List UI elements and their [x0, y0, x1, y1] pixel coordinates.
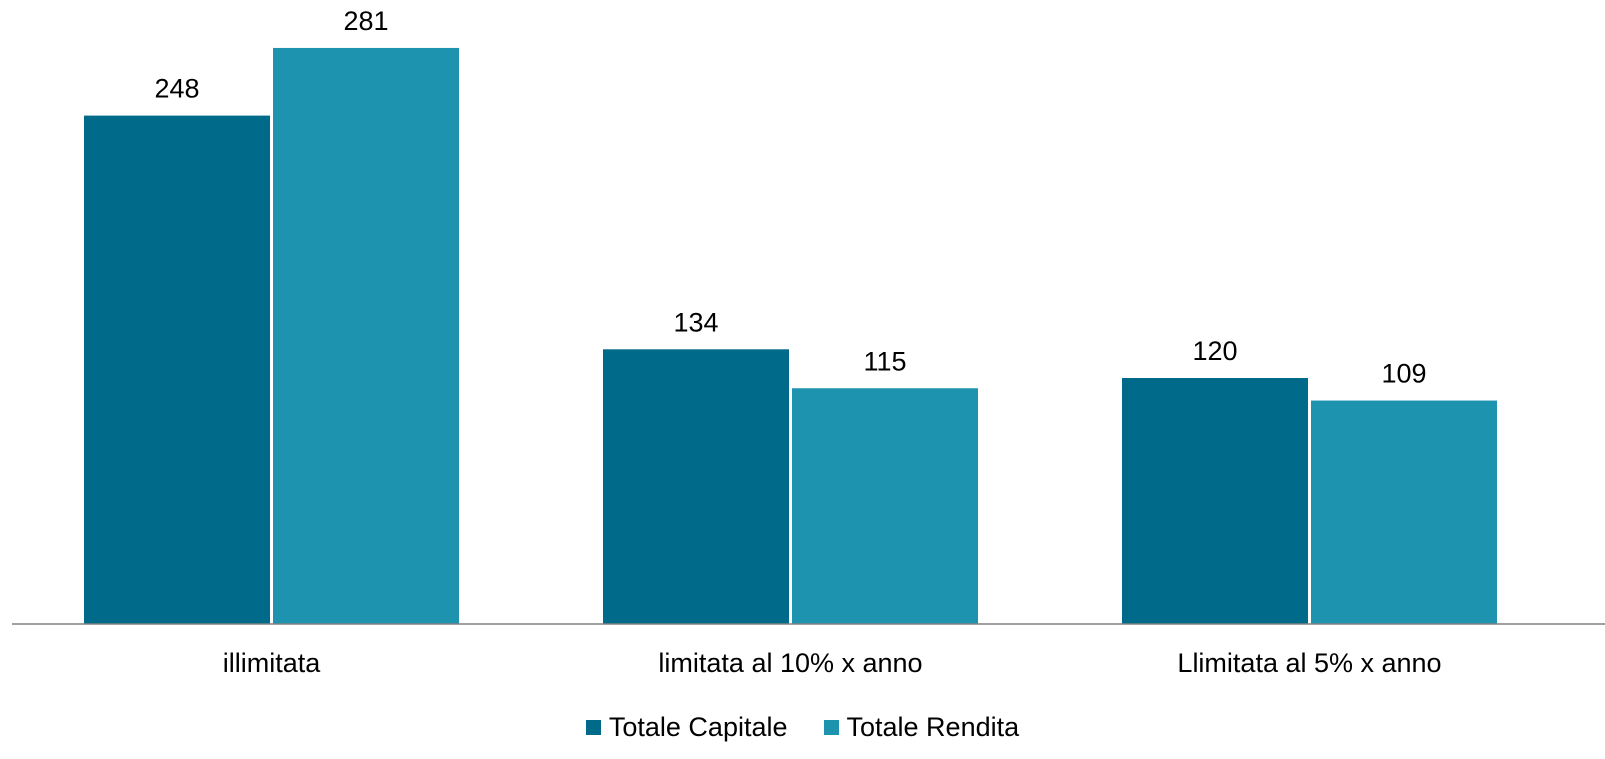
bar-0-0 [84, 115, 270, 624]
bar-2-0 [1122, 378, 1308, 624]
legend-label-totale-capitale: Totale Capitale [608, 711, 788, 742]
legend-item-totale-rendita: Totale Rendita [823, 711, 1020, 743]
value-labels-group: 248 281 134 115 120 109 [154, 6, 1426, 389]
legend-item-totale-capitale: Totale Capitale [585, 711, 788, 743]
legend-label-totale-rendita: Totale Rendita [846, 711, 1020, 742]
bar-1-0 [603, 349, 789, 624]
data-label-2-1: 109 [1381, 359, 1426, 389]
legend-swatch-totale-rendita [823, 719, 839, 735]
data-label-1-0: 134 [673, 307, 718, 337]
data-label-2-0: 120 [1192, 336, 1237, 366]
legend-swatch-totale-capitale [585, 719, 601, 735]
data-label-1-1: 115 [863, 346, 906, 376]
bar-2-1 [1311, 400, 1497, 624]
bar-0-1 [273, 47, 459, 624]
data-label-0-1: 281 [343, 6, 388, 36]
data-label-0-0: 248 [154, 74, 199, 104]
category-labels-group: illimitata limitata al 10% x anno Llimitat… [223, 648, 1442, 678]
category-label-2: Llimitata al 5% x anno [1177, 648, 1441, 678]
category-label-0: illimitata [223, 648, 322, 678]
bar-1-1 [792, 388, 978, 624]
legend: Totale Capitale Totale Rendita [0, 705, 1605, 749]
bars-group [84, 47, 1497, 624]
category-label-1: limitata al 10% x anno [658, 648, 922, 678]
